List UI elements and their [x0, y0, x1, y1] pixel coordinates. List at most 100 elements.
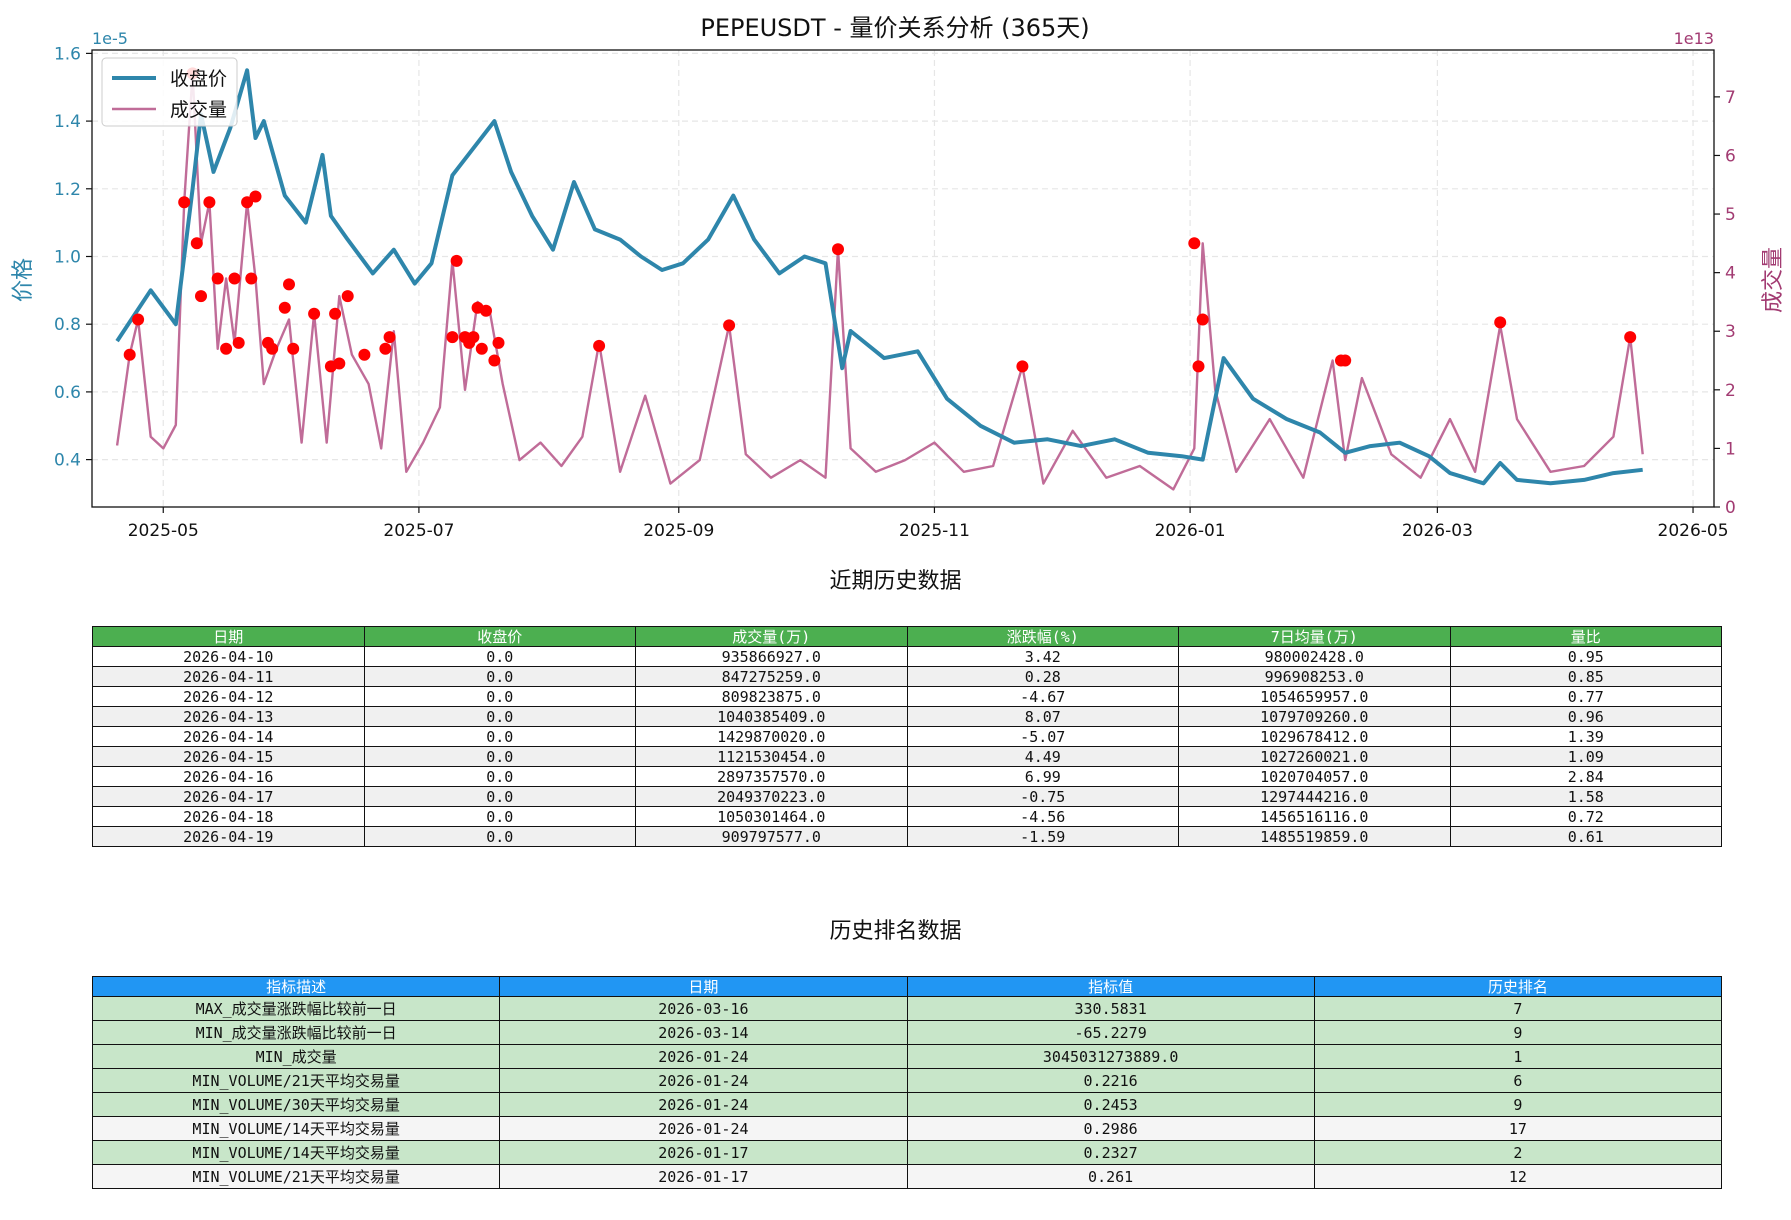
- x-tick-label: 2025-09: [643, 521, 714, 541]
- rank-col-header: 指标值: [906, 976, 1315, 997]
- table-cell: 0.2453: [906, 1092, 1315, 1117]
- table-cell: 847275259.0: [635, 666, 908, 687]
- volume-spike-point: [232, 336, 245, 349]
- table-cell: 2026-04-10: [92, 646, 365, 667]
- y-axis-label: 价格: [11, 258, 36, 302]
- table-cell: 330.5831: [906, 996, 1315, 1021]
- table-cell: 0.28: [906, 666, 1179, 687]
- table-cell: 0.95: [1449, 646, 1722, 667]
- table-cell: 1429870020.0: [635, 726, 908, 747]
- table-cell: 1121530454.0: [635, 746, 908, 767]
- table-row: MIN_成交量涨跌幅比较前一日 2026-03-14 -65.2279 9: [91, 1020, 1723, 1045]
- table-cell: -5.07: [906, 726, 1179, 747]
- volume-spike-point: [832, 243, 844, 256]
- table-cell: 1.39: [1449, 726, 1722, 747]
- volume-spike-point: [1624, 331, 1637, 344]
- volume-spike-point: [283, 278, 295, 291]
- table-row: MIN_VOLUME/30天平均交易量 2026-01-24 0.2453 9: [91, 1092, 1723, 1117]
- table-cell: 0.72: [1449, 806, 1722, 827]
- y2-tick-label: 1: [1725, 439, 1736, 459]
- table-row: 2026-04-15 0.0 1121530454.0 4.49 1027260021.…: [92, 746, 1722, 767]
- recent-history-table: 日期 收盘价 成交量(万) 涨跌幅(%) 7日均量(万) 量比 2026-04-10 0.0…: [92, 626, 1722, 847]
- table-cell: 0.0: [363, 686, 636, 707]
- volume-spike-point: [333, 357, 346, 370]
- volume-spike-point: [723, 319, 736, 332]
- y-tick-label: 1.4: [54, 112, 81, 132]
- y2-tick-label: 7: [1725, 88, 1736, 108]
- table-cell: 0.0: [363, 666, 636, 687]
- table-cell: 1485519859.0: [1178, 826, 1451, 847]
- volume-spike-point: [1196, 313, 1209, 326]
- table-cell: 6.99: [906, 766, 1179, 787]
- table-cell: 0.0: [363, 746, 636, 767]
- table-cell: 0.2986: [906, 1116, 1315, 1141]
- table-cell: 7: [1313, 996, 1723, 1021]
- table-cell: 0.0: [363, 826, 636, 847]
- volume-spike-point: [190, 237, 203, 250]
- recent-table-title: 近期历史数据: [829, 569, 962, 594]
- table-cell: 1.58: [1449, 786, 1722, 807]
- volume-spike-point: [467, 331, 480, 344]
- table-row: 2026-04-14 0.0 1429870020.0 -5.07 1029678412…: [92, 726, 1722, 747]
- volume-spike-point: [195, 290, 207, 303]
- legend: 收盘价 成交量: [101, 57, 238, 127]
- price-series: [115, 68, 1643, 486]
- table-cell: 1027260021.0: [1178, 746, 1451, 767]
- y-tick-label: 1.6: [54, 44, 81, 64]
- table-cell: 9: [1313, 1092, 1723, 1117]
- volume-spike-point: [383, 331, 396, 344]
- volume-spike-point: [1016, 360, 1029, 373]
- volume-spike-point: [132, 313, 145, 326]
- table-cell: -1.59: [906, 826, 1179, 847]
- volume-spike-point: [228, 272, 241, 285]
- volume-spike-point: [1192, 360, 1205, 373]
- table-cell: 1456516116.0: [1178, 806, 1451, 827]
- table-cell: 0.0: [363, 806, 636, 827]
- table-cell: 12: [1313, 1164, 1723, 1189]
- grid: [92, 50, 1714, 507]
- y2-tick-label: 4: [1725, 264, 1736, 284]
- rank-col-header: 历史排名: [1313, 976, 1723, 997]
- y-tick-label: 0.8: [54, 315, 81, 335]
- legend-price-label: 收盘价: [170, 68, 227, 90]
- recent-col-header: 成交量(万): [635, 626, 908, 647]
- table-cell: MIN_VOLUME/21天平均交易量: [91, 1068, 501, 1093]
- table-cell: 0.85: [1449, 666, 1722, 687]
- left-axis-offset: 1e-5: [92, 29, 128, 48]
- recent-col-header: 7日均量(万): [1178, 626, 1451, 647]
- rank-col-header: 指标描述: [91, 976, 501, 997]
- table-cell: MAX_成交量涨跌幅比较前一日: [91, 996, 501, 1021]
- x-tick-label: 2026-03: [1402, 521, 1473, 541]
- table-cell: 980002428.0: [1178, 646, 1451, 667]
- y-tick-label: 1.2: [54, 180, 81, 200]
- y-tick-label: 0.6: [54, 383, 81, 403]
- table-cell: MIN_成交量涨跌幅比较前一日: [91, 1020, 501, 1045]
- table-cell: 2026-01-17: [499, 1140, 908, 1165]
- table-row: 2026-04-17 0.0 2049370223.0 -0.75 1297444216…: [92, 786, 1722, 807]
- table-row: MIN_VOLUME/21天平均交易量 2026-01-17 0.261 12: [91, 1164, 1723, 1189]
- recent-col-header: 量比: [1449, 626, 1722, 647]
- volume-spike-point: [249, 190, 262, 203]
- table-cell: -4.67: [906, 686, 1179, 707]
- volume-spike-point: [379, 342, 392, 355]
- table-cell: 0.2327: [906, 1140, 1315, 1165]
- table-cell: 2026-04-13: [92, 706, 365, 727]
- y-tick-label: 0.4: [54, 451, 81, 471]
- table-cell: MIN_VOLUME/21天平均交易量: [91, 1164, 501, 1189]
- volume-line: [115, 72, 1644, 491]
- table-cell: 2026-04-11: [92, 666, 365, 687]
- table-cell: 1.09: [1449, 746, 1722, 767]
- table-cell: 0.0: [363, 766, 636, 787]
- chart-title: PEPEUSDT - 量价关系分析 (365天): [700, 14, 1089, 42]
- rank-col-header: 日期: [499, 976, 908, 997]
- table-cell: 2026-03-14: [499, 1020, 908, 1045]
- table-cell: 2026-04-19: [92, 826, 365, 847]
- volume-spike-point: [358, 348, 371, 361]
- table-cell: MIN_VOLUME/14天平均交易量: [91, 1116, 501, 1141]
- y2-axis-label: 成交量: [1761, 247, 1786, 313]
- volume-spike-point: [450, 254, 463, 267]
- y2-tick-label: 3: [1725, 322, 1736, 342]
- table-row: MAX_成交量涨跌幅比较前一日 2026-03-16 330.5831 7: [91, 996, 1723, 1021]
- volume-spike-point: [211, 272, 224, 285]
- volume-spike-point: [475, 342, 488, 355]
